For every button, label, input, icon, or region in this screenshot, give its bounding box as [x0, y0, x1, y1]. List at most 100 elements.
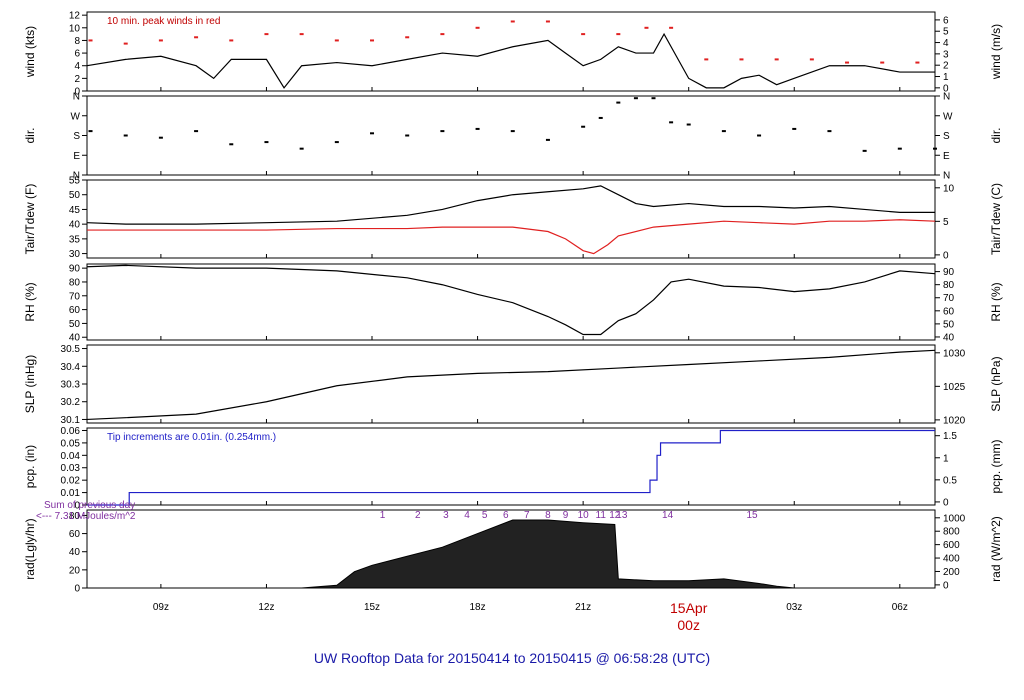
rad-right-tick-label: 0 — [943, 580, 949, 591]
dir-series-0-point — [194, 130, 199, 133]
rh-right-tick-label: 90 — [943, 267, 955, 278]
dir-series-0-point — [598, 116, 603, 119]
wind-series-1-point — [370, 39, 375, 42]
temp-left-tick-label: 40 — [69, 220, 81, 231]
rh-right-tick-label: 70 — [943, 293, 955, 304]
wind-panel-frame — [86, 11, 936, 92]
wind-series-1-point — [545, 20, 550, 23]
rh-right-tick-label: 50 — [943, 319, 955, 330]
rad-right-tick-label: 400 — [943, 554, 960, 565]
rad-left-tick-label: 40 — [69, 547, 81, 558]
temp-left-tick-label: 55 — [69, 176, 81, 187]
date-sublabel: 00z — [677, 617, 700, 633]
temp-ylabel-left: Tair/Tdew (F) — [23, 184, 37, 255]
date-label: 15Apr — [670, 600, 708, 616]
wind-left-tick-label: 6 — [74, 49, 80, 60]
wind-series-1-point — [581, 33, 586, 36]
wind-series-1-point — [616, 33, 621, 36]
pcp-left-tick-label: 0.02 — [61, 476, 81, 487]
wind-series-1-point — [229, 39, 234, 42]
pcp-ylabel-left: pcp. (in) — [23, 445, 37, 488]
rad-hour-label: 11 — [596, 510, 607, 521]
slp-ylabel-left: SLP (inHg) — [23, 355, 37, 413]
temp-left-tick-label: 45 — [69, 205, 81, 216]
wind-left-tick-label: 12 — [69, 11, 81, 22]
temp-left-tick-label: 35 — [69, 234, 81, 245]
slp-right-tick-label: 1030 — [943, 348, 966, 359]
wind-series-1-point — [845, 61, 850, 64]
time-axis-label: 09z — [153, 602, 169, 613]
rad-hour-label: 3 — [443, 510, 449, 521]
temp-right-tick-label: 10 — [943, 183, 955, 194]
dir-series-0-point — [827, 130, 832, 133]
slp-left-tick-label: 30.5 — [61, 344, 81, 355]
rad-ylabel-left: rad(Lgly/hr) — [23, 518, 37, 579]
rad-hour-label: 13 — [616, 510, 628, 521]
rad-hour-label: 8 — [545, 510, 551, 521]
wind-series-1-point — [264, 33, 269, 36]
rh-left-tick-label: 90 — [69, 264, 81, 275]
pcp-ylabel-right: pcp. (mm) — [989, 439, 1003, 493]
dir-series-0-point — [123, 134, 128, 137]
rad-hour-label: 6 — [503, 510, 509, 521]
wind-left-tick-label: 0 — [74, 87, 80, 98]
wind-ylabel-left: wind (kts) — [23, 26, 37, 78]
rad-hour-label: 5 — [482, 510, 488, 521]
pcp-left-tick-label: 0.03 — [61, 463, 81, 474]
dir-left-tick-label: E — [73, 151, 80, 162]
wind-series-1-point — [809, 58, 814, 61]
rad-hour-label: 7 — [524, 510, 530, 521]
time-axis-label: 03z — [786, 602, 802, 613]
rh-left-tick-label: 80 — [69, 277, 81, 288]
time-axis-label: 15z — [364, 602, 380, 613]
dir-series-0-point — [510, 130, 515, 133]
temp-series-0-line — [86, 185, 935, 225]
rh-ylabel-right: RH (%) — [989, 282, 1003, 321]
wind-series-1-point — [405, 36, 410, 39]
pcp-panel-frame — [86, 427, 936, 506]
rad-left-tick-label: 60 — [69, 529, 81, 540]
dir-panel-frame — [86, 95, 936, 176]
footer-title: UW Rooftop Data for 20150414 to 20150415… — [313, 650, 711, 666]
dir-series-0-point — [475, 127, 480, 130]
temp-right-tick-label: 5 — [943, 217, 949, 228]
wind-series-1-point — [123, 42, 128, 45]
temp-series-1-line — [87, 219, 936, 255]
wind-series-1-point — [158, 39, 163, 42]
rh-ylabel-left: RH (%) — [23, 282, 37, 321]
rad-hour-label: 14 — [662, 510, 674, 521]
rad-left-tick-label: 20 — [69, 565, 81, 576]
wind-series-1-point — [510, 20, 515, 23]
rad-series-0-area — [301, 519, 795, 589]
wind-series-1-point — [644, 26, 649, 29]
dir-right-tick-label: N — [943, 171, 950, 182]
pcp-annotation: Tip increments are 0.01in. (0.254mm.) — [107, 432, 276, 443]
pcp-left-tick-label: 0.04 — [61, 451, 81, 462]
pcp-left-tick-label: 0.05 — [61, 438, 81, 449]
rad-right-tick-label: 600 — [943, 540, 960, 551]
rad-right-tick-label: 200 — [943, 567, 960, 578]
wind-series-1-point — [88, 39, 93, 42]
wind-series-1-point — [194, 36, 199, 39]
time-axis-label: 06z — [892, 602, 908, 613]
wind-left-tick-label: 10 — [69, 23, 81, 34]
rh-series-0-line — [86, 264, 936, 336]
slp-left-tick-label: 30.1 — [61, 415, 81, 426]
wind-series-0-line — [86, 32, 935, 89]
wind-left-tick-label: 2 — [74, 74, 80, 85]
dir-left-tick-label: N — [73, 171, 80, 182]
wind-right-tick-label: 6 — [943, 15, 949, 26]
dir-series-0-point — [370, 132, 375, 135]
wind-right-tick-label: 1 — [943, 72, 949, 83]
dir-series-0-point — [440, 130, 445, 133]
dir-series-0-point — [264, 141, 269, 144]
dir-series-0-point — [158, 136, 163, 139]
dir-right-tick-label: S — [943, 131, 950, 142]
dir-series-0-point — [334, 141, 339, 144]
dir-series-0-point — [405, 134, 410, 137]
temp-left-tick-label: 30 — [69, 249, 81, 260]
dir-series-0-point — [792, 127, 797, 130]
slp-left-tick-label: 30.3 — [61, 380, 81, 391]
wind-series-1-point — [774, 58, 779, 61]
